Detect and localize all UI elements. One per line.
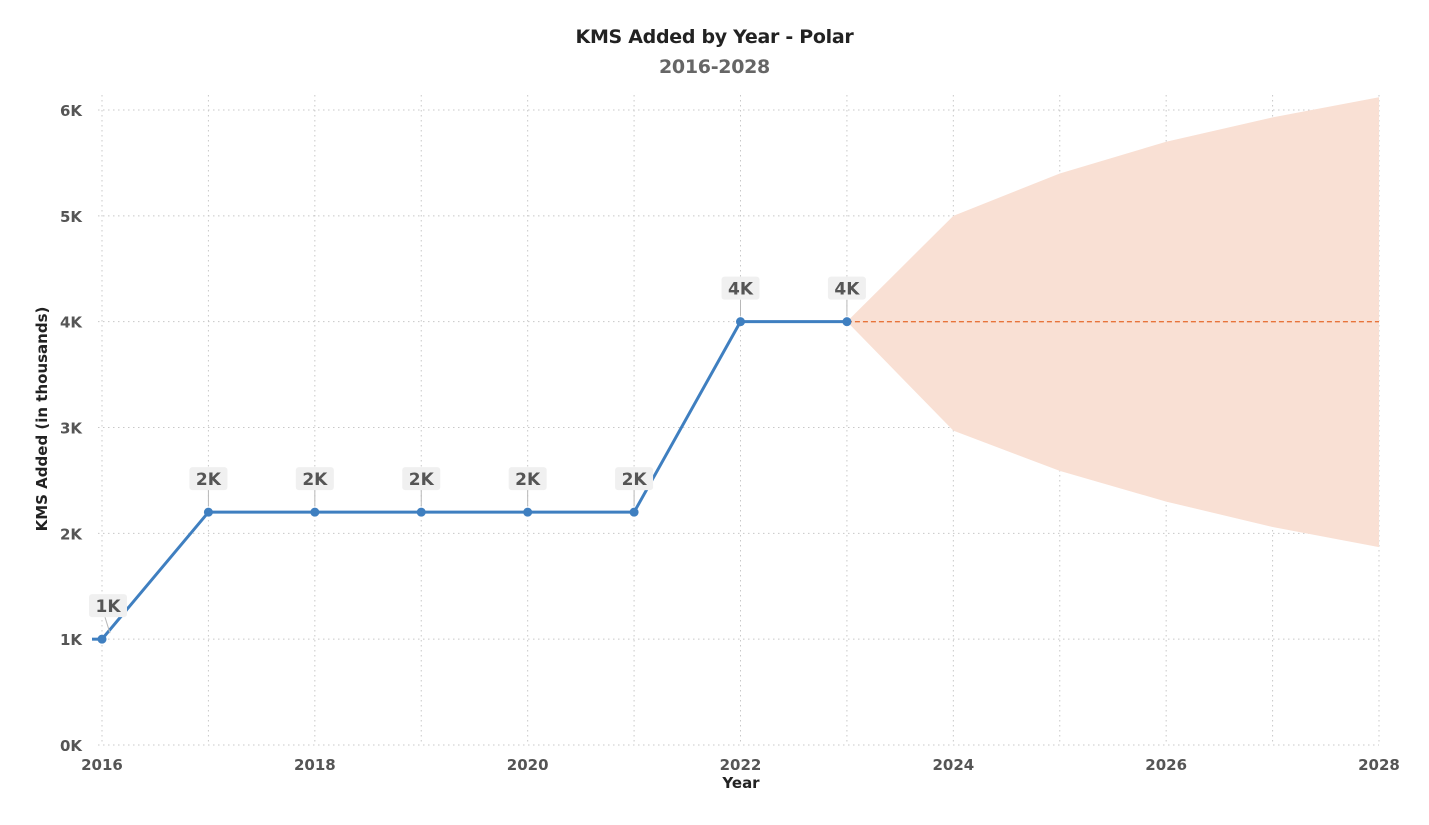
- data-label: 2K: [196, 470, 222, 490]
- data-label: 2K: [515, 470, 541, 490]
- data-point: [416, 507, 426, 517]
- data-point: [523, 507, 533, 517]
- data-point: [842, 317, 852, 327]
- chart-subtitle: 2016-2028: [659, 56, 770, 78]
- x-tick-label: 2026: [1145, 756, 1187, 774]
- x-tick-label: 2016: [81, 756, 123, 774]
- data-point: [736, 317, 745, 327]
- y-tick-label: 6K: [60, 102, 83, 120]
- y-tick-label: 4K: [60, 314, 83, 332]
- series-line-actual: [100, 320, 847, 641]
- data-label-leader: [104, 617, 111, 634]
- data-label-box: [615, 467, 654, 491]
- x-tick-label: 2018: [294, 756, 336, 774]
- data-label-box: [189, 467, 228, 491]
- x-tick-label: 2022: [720, 756, 762, 774]
- x-tick-label: 2020: [507, 756, 549, 774]
- data-label-box: [508, 467, 547, 491]
- data-point: [629, 507, 639, 517]
- data-label: 2K: [622, 470, 648, 490]
- data-point: [97, 634, 107, 644]
- data-label-box: [721, 276, 760, 300]
- x-tick-label: 2028: [1358, 756, 1400, 774]
- y-tick-label: 2K: [60, 525, 83, 543]
- data-label-box: [827, 276, 866, 300]
- chart-title: KMS Added by Year - Polar: [575, 26, 854, 48]
- data-label: 2K: [409, 470, 435, 490]
- x-axis-label: Year: [722, 774, 760, 792]
- x-tick-label: 2024: [932, 756, 974, 774]
- y-tick-label: 1K: [60, 631, 83, 649]
- data-label: 2K: [302, 470, 328, 490]
- data-label-box: [402, 467, 441, 491]
- y-tick-label: 5K: [60, 208, 83, 226]
- y-tick-label: 3K: [60, 420, 83, 438]
- data-label: 4K: [728, 280, 754, 300]
- data-label: 1K: [95, 597, 121, 617]
- data-label: 4K: [834, 280, 860, 300]
- y-tick-label: 0K: [60, 737, 83, 755]
- data-point: [310, 507, 320, 517]
- data-label-box: [89, 594, 127, 618]
- data-label-box: [295, 467, 334, 491]
- data-point: [203, 507, 213, 517]
